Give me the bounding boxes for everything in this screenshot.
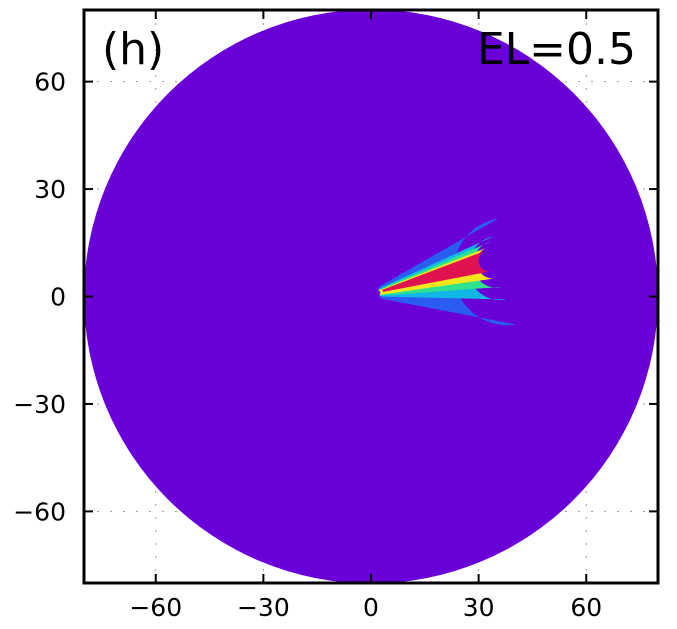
y-tick-label-1: −30 — [13, 390, 66, 419]
x-tick-label-4: 60 — [570, 593, 602, 622]
x-tick-label-3: 30 — [463, 593, 495, 622]
elevation-annotation: EL=0.5 — [477, 24, 636, 75]
y-tick-labels: −60 −30 0 30 60 — [13, 68, 66, 527]
x-tick-label-0: −60 — [129, 593, 182, 622]
x-tick-label-2: 0 — [363, 593, 379, 622]
radar-domain — [84, 10, 658, 583]
y-tick-label-0: −60 — [13, 497, 66, 526]
data-field — [84, 10, 658, 583]
x-tick-labels: −60 −30 0 30 60 — [129, 593, 602, 622]
y-tick-label-3: 30 — [34, 175, 66, 204]
plot-frame — [82, 8, 660, 585]
y-tick-label-4: 60 — [34, 68, 66, 97]
y-tick-label-2: 0 — [50, 283, 66, 312]
x-tick-label-1: −30 — [237, 593, 290, 622]
panel-label: (h) — [102, 24, 164, 75]
contour-level-4 — [381, 250, 493, 293]
